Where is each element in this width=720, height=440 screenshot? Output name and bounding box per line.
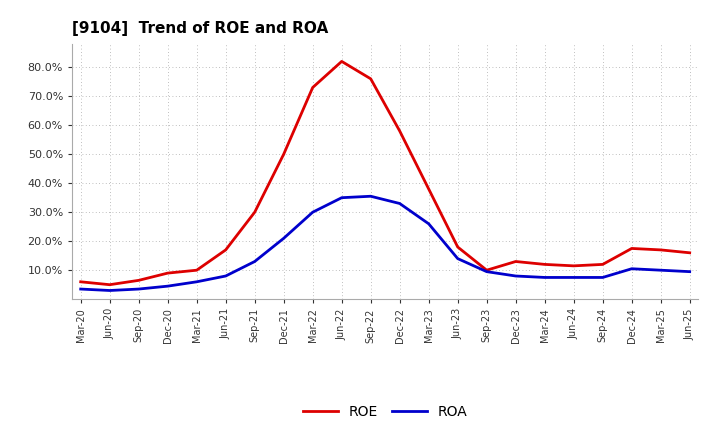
ROA: [598, 275, 607, 280]
ROA: [308, 209, 317, 215]
ROA: [541, 275, 549, 280]
ROE: [627, 246, 636, 251]
ROE: [251, 209, 259, 215]
ROA: [657, 268, 665, 273]
ROE: [511, 259, 520, 264]
ROA: [163, 283, 172, 289]
ROE: [105, 282, 114, 287]
ROE: [541, 262, 549, 267]
Line: ROE: ROE: [81, 62, 690, 285]
ROE: [135, 278, 143, 283]
Line: ROA: ROA: [81, 196, 690, 290]
ROA: [105, 288, 114, 293]
ROE: [424, 187, 433, 192]
ROA: [685, 269, 694, 274]
Legend: ROE, ROA: ROE, ROA: [297, 400, 473, 425]
ROA: [251, 259, 259, 264]
ROA: [570, 275, 578, 280]
ROE: [366, 76, 375, 81]
ROE: [163, 271, 172, 276]
ROA: [279, 236, 288, 241]
ROA: [454, 256, 462, 261]
ROE: [76, 279, 85, 284]
ROA: [511, 273, 520, 279]
ROE: [657, 247, 665, 253]
ROE: [192, 268, 201, 273]
ROE: [685, 250, 694, 256]
ROA: [366, 194, 375, 199]
ROA: [424, 221, 433, 227]
ROE: [308, 85, 317, 90]
Text: [9104]  Trend of ROE and ROA: [9104] Trend of ROE and ROA: [72, 21, 328, 36]
ROA: [482, 269, 491, 274]
ROA: [395, 201, 404, 206]
ROA: [338, 195, 346, 200]
ROE: [221, 247, 230, 253]
ROA: [192, 279, 201, 284]
ROE: [395, 128, 404, 134]
ROA: [76, 286, 85, 292]
ROE: [570, 263, 578, 268]
ROE: [454, 244, 462, 249]
ROE: [279, 151, 288, 157]
ROE: [598, 262, 607, 267]
ROE: [338, 59, 346, 64]
ROA: [627, 266, 636, 271]
ROE: [482, 268, 491, 273]
ROA: [221, 273, 230, 279]
ROA: [135, 286, 143, 292]
